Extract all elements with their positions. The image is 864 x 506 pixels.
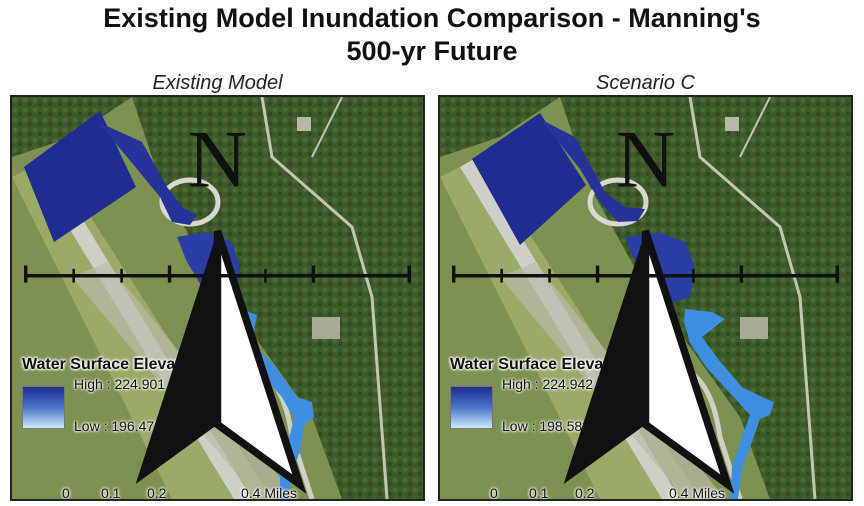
panel-label-existing: Existing Model [152, 72, 283, 94]
scale-tick-0-1: 0.1 [101, 485, 121, 501]
scale-tick-0-2: 0.2 [147, 485, 167, 501]
inundation-channel [540, 119, 645, 222]
legend-low-value: Low : 198.583 [502, 418, 590, 434]
legend-high-value: High : 224.901 [74, 376, 166, 392]
scale-tick-0: 0 [490, 485, 498, 501]
inundation-stream [684, 309, 774, 499]
scale-tick-0: 0 [62, 485, 70, 501]
title-line-2: 500-yr Future [346, 36, 518, 66]
scale-tick-0-1: 0.1 [529, 485, 549, 501]
panel-label-scenario: Scenario C [596, 72, 695, 94]
map-title: Existing Model Inundation Comparison - M… [0, 2, 864, 68]
legend-title: Water Surface Elevation [450, 356, 633, 373]
north-letter: N [616, 113, 675, 204]
map-panel-scenario[interactable]: Water Surface Elevation High : 224.942 L… [438, 95, 853, 501]
title-line-1: Existing Model Inundation Comparison - M… [103, 3, 761, 33]
scale-tick-0-4: 0.4 Miles [669, 485, 726, 501]
inundation-area-deep [472, 113, 586, 245]
map-panel-existing[interactable]: Water Surface Elevation High : 224.901 L… [10, 95, 425, 501]
north-letter: N [188, 113, 247, 204]
inundation-channel [98, 122, 197, 225]
legend-color-ramp [22, 386, 65, 429]
legend-title: Water Surface Elevation [22, 356, 205, 373]
scale-tick-0-4: 0.4 Miles [241, 485, 298, 501]
scale-bar [23, 265, 412, 283]
legend-high-value: High : 224.942 [502, 376, 594, 392]
scale-tick-0-2: 0.2 [575, 485, 595, 501]
scale-bar [451, 265, 840, 283]
north-arrow-icon: N [563, 113, 735, 494]
inundation-area-deep [24, 111, 136, 242]
legend-low-value: Low : 196.473 [74, 418, 162, 434]
legend-color-ramp [450, 386, 493, 429]
north-arrow-icon: N [135, 113, 307, 494]
